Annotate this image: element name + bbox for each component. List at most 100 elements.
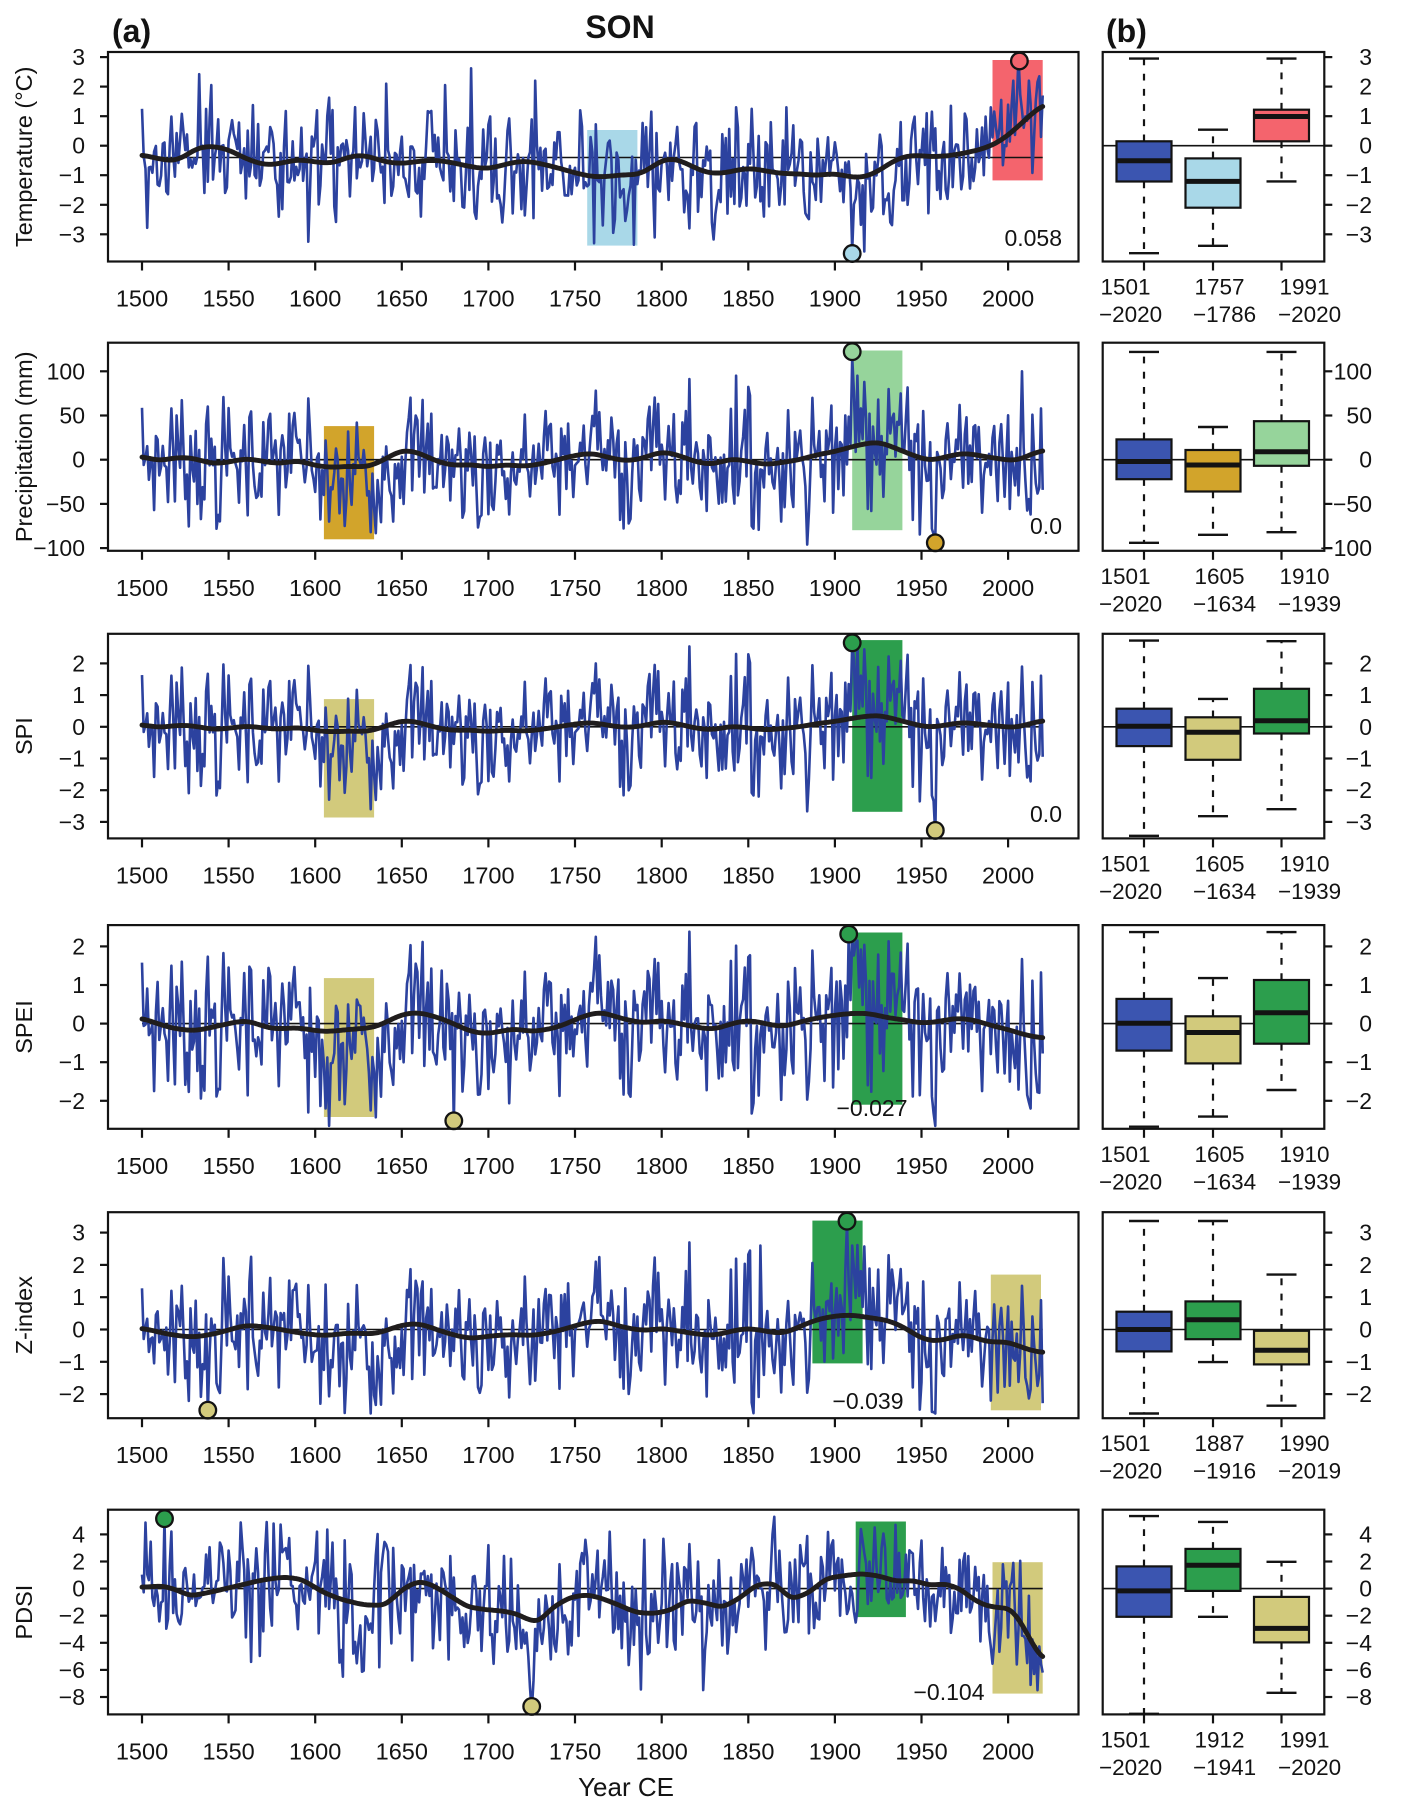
- svg-text:−2: −2: [1346, 1603, 1372, 1629]
- svg-text:0: 0: [1359, 1576, 1372, 1602]
- svg-text:1900: 1900: [809, 1153, 861, 1179]
- svg-text:0.0: 0.0: [1030, 513, 1062, 539]
- svg-text:100: 100: [1334, 358, 1372, 384]
- svg-text:2: 2: [1359, 1549, 1372, 1575]
- svg-text:1991: 1991: [1280, 275, 1330, 300]
- svg-text:−2: −2: [1346, 1381, 1372, 1407]
- svg-text:1900: 1900: [809, 862, 861, 888]
- svg-text:1900: 1900: [809, 575, 861, 601]
- svg-text:1500: 1500: [116, 575, 168, 601]
- svg-text:1605: 1605: [1195, 851, 1245, 876]
- svg-text:1500: 1500: [116, 286, 168, 312]
- svg-text:1500: 1500: [116, 1153, 168, 1179]
- svg-text:−2020: −2020: [1099, 1169, 1162, 1194]
- svg-text:1600: 1600: [289, 1442, 341, 1468]
- svg-text:−1939: −1939: [1278, 1169, 1341, 1194]
- svg-text:1757: 1757: [1195, 275, 1245, 300]
- svg-text:1600: 1600: [289, 286, 341, 312]
- svg-text:−4: −4: [1346, 1630, 1372, 1656]
- svg-text:1700: 1700: [462, 286, 514, 312]
- svg-text:−2020: −2020: [1099, 1755, 1162, 1780]
- svg-text:−2: −2: [1346, 777, 1372, 803]
- svg-text:1900: 1900: [809, 1738, 861, 1764]
- svg-text:3: 3: [72, 44, 85, 70]
- svg-text:1912: 1912: [1195, 1727, 1245, 1752]
- svg-text:1950: 1950: [895, 862, 947, 888]
- svg-text:1650: 1650: [376, 862, 428, 888]
- svg-text:1501: 1501: [1101, 1727, 1151, 1752]
- svg-text:2000: 2000: [982, 286, 1034, 312]
- svg-text:2: 2: [1359, 74, 1372, 100]
- svg-text:50: 50: [1346, 403, 1372, 429]
- svg-text:0: 0: [1359, 133, 1372, 159]
- svg-text:1501: 1501: [1101, 1142, 1151, 1167]
- svg-text:1750: 1750: [549, 1153, 601, 1179]
- svg-text:0.0: 0.0: [1030, 801, 1062, 827]
- svg-text:1: 1: [72, 682, 85, 708]
- svg-text:Precipitation (mm): Precipitation (mm): [11, 351, 37, 542]
- svg-text:1700: 1700: [462, 862, 514, 888]
- svg-text:−2020: −2020: [1099, 879, 1162, 904]
- svg-text:PDSI: PDSI: [11, 1585, 37, 1640]
- svg-text:−1939: −1939: [1278, 879, 1341, 904]
- svg-text:1650: 1650: [376, 575, 428, 601]
- svg-text:1: 1: [1359, 103, 1372, 129]
- svg-text:0: 0: [72, 133, 85, 159]
- svg-text:2000: 2000: [982, 575, 1034, 601]
- svg-text:−1916: −1916: [1193, 1459, 1256, 1484]
- svg-text:−2: −2: [1346, 192, 1372, 218]
- svg-text:Year CE: Year CE: [578, 1772, 674, 1802]
- svg-text:1900: 1900: [809, 286, 861, 312]
- svg-text:1550: 1550: [202, 1738, 254, 1764]
- svg-text:Z-index: Z-index: [11, 1276, 37, 1355]
- svg-text:0: 0: [72, 1576, 85, 1602]
- svg-text:1550: 1550: [202, 575, 254, 601]
- svg-text:−50: −50: [1333, 491, 1372, 517]
- svg-text:2000: 2000: [982, 1442, 1034, 1468]
- svg-text:−6: −6: [59, 1657, 85, 1683]
- svg-text:1850: 1850: [722, 862, 774, 888]
- svg-text:−1: −1: [1346, 162, 1372, 188]
- svg-text:0: 0: [1359, 1317, 1372, 1343]
- svg-text:1910: 1910: [1280, 1142, 1330, 1167]
- svg-text:(a): (a): [112, 13, 151, 49]
- svg-text:1605: 1605: [1195, 1142, 1245, 1167]
- svg-text:2: 2: [72, 650, 85, 676]
- svg-text:SPI: SPI: [11, 717, 37, 755]
- svg-text:−0.027: −0.027: [837, 1095, 908, 1121]
- svg-text:0: 0: [72, 1011, 85, 1037]
- svg-text:0: 0: [72, 714, 85, 740]
- svg-text:−2: −2: [59, 1381, 85, 1407]
- svg-text:1: 1: [72, 972, 85, 998]
- svg-text:−1634: −1634: [1193, 591, 1256, 616]
- svg-text:1850: 1850: [722, 1153, 774, 1179]
- svg-text:0: 0: [72, 1317, 85, 1343]
- svg-text:0.058: 0.058: [1004, 225, 1062, 251]
- svg-text:−8: −8: [59, 1684, 85, 1710]
- svg-text:SPEI: SPEI: [11, 1000, 37, 1054]
- svg-text:3: 3: [72, 1220, 85, 1246]
- svg-text:−1939: −1939: [1278, 591, 1341, 616]
- svg-text:−2: −2: [59, 1088, 85, 1114]
- svg-text:1501: 1501: [1101, 1431, 1151, 1456]
- svg-text:2000: 2000: [982, 1738, 1034, 1764]
- svg-text:SON: SON: [585, 9, 654, 45]
- svg-text:0: 0: [72, 447, 85, 473]
- svg-text:−1786: −1786: [1193, 302, 1256, 327]
- svg-text:1500: 1500: [116, 1442, 168, 1468]
- svg-text:−1: −1: [59, 746, 85, 772]
- svg-text:−1634: −1634: [1193, 879, 1256, 904]
- svg-text:1950: 1950: [895, 1738, 947, 1764]
- svg-text:−0.104: −0.104: [914, 1679, 985, 1705]
- svg-text:1501: 1501: [1101, 851, 1151, 876]
- svg-text:−3: −3: [1346, 221, 1372, 247]
- svg-text:1600: 1600: [289, 1153, 341, 1179]
- svg-text:1650: 1650: [376, 1153, 428, 1179]
- svg-text:1750: 1750: [549, 862, 601, 888]
- svg-text:1550: 1550: [202, 862, 254, 888]
- svg-text:−2020: −2020: [1278, 302, 1341, 327]
- svg-text:1750: 1750: [549, 1738, 601, 1764]
- svg-text:1800: 1800: [636, 286, 688, 312]
- svg-text:1800: 1800: [636, 1153, 688, 1179]
- svg-text:−8: −8: [1346, 1684, 1372, 1710]
